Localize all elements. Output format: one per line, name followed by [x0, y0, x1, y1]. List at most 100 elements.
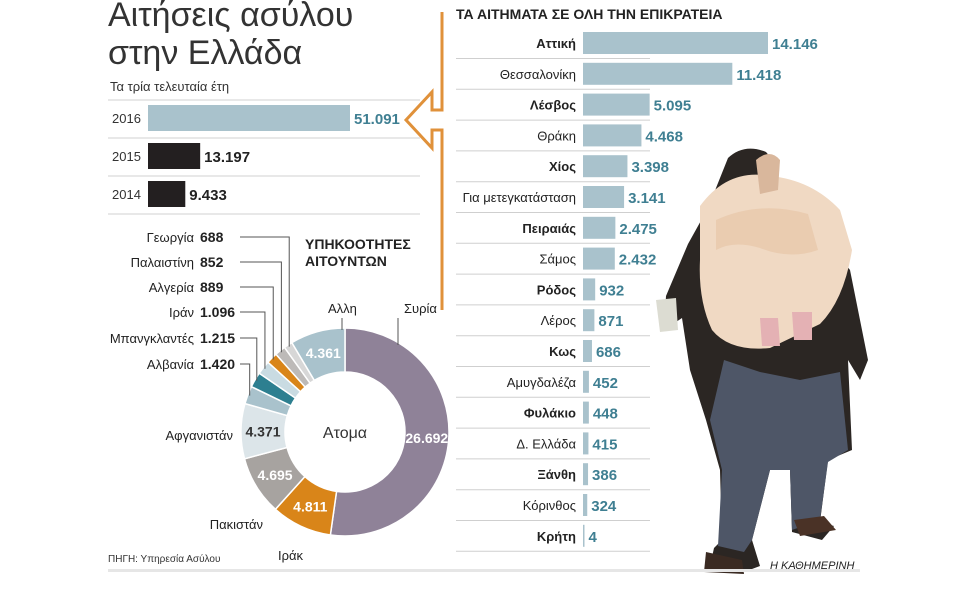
region-chart-title: ΤΑ ΑΙΤΗΜΑΤΑ ΣΕ ΟΛΗ ΤΗΝ ΕΠΙΚΡΑΤΕΙΑ: [456, 6, 723, 22]
small-slice-value: 852: [200, 254, 224, 270]
slice-name-label: Αλλη: [328, 301, 357, 316]
region-bar: [583, 401, 589, 424]
slice-name-label: Συρία: [404, 301, 437, 316]
nationality-chart-title: ΥΠΗΚΟΟΤΗΤΕΣ ΑΙΤΟΥΝΤΩΝ: [305, 236, 411, 270]
subtitle: Τα τρία τελευταία έτη: [110, 79, 230, 94]
region-value-label: 14.146: [772, 36, 818, 53]
year-label: 2014: [112, 187, 141, 202]
region-bar: [583, 247, 615, 270]
region-label: Λέσβος: [530, 98, 576, 113]
title-line-1: Αιτήσεις ασύλου: [108, 0, 354, 34]
small-slice-value: 1.215: [200, 330, 235, 346]
region-label: Για μετεγκατάσταση: [463, 190, 576, 205]
donut-slice: [329, 327, 450, 537]
small-slice-name: Γεωργία: [147, 230, 195, 245]
year-value-label: 13.197: [204, 149, 250, 166]
region-label: Χίος: [549, 159, 576, 174]
region-value-label: 2.432: [619, 252, 657, 269]
region-label: Σάμος: [539, 252, 576, 267]
year-bar: [148, 105, 350, 131]
small-slice-name: Αλβανία: [147, 357, 195, 372]
region-bar: [583, 62, 733, 85]
region-label: Θράκη: [537, 128, 576, 143]
small-slice-value: 1.420: [200, 356, 235, 372]
region-label: Ξάνθη: [537, 467, 576, 482]
region-bar: [583, 155, 628, 178]
nationality-title-line-2: ΑΙΤΟΥΝΤΩΝ: [305, 253, 387, 269]
small-slice-value: 889: [200, 279, 224, 295]
year-bar: [148, 181, 186, 207]
region-label: Ρόδος: [537, 282, 576, 297]
region-value-label: 448: [593, 406, 618, 423]
region-label: Δ. Ελλάδα: [516, 436, 576, 451]
slice-name-label: Αφγανιστάν: [166, 428, 234, 443]
region-bar: [583, 494, 588, 516]
region-value-label: 871: [598, 313, 623, 330]
region-value-label: 932: [599, 282, 624, 299]
leader-line: [240, 261, 282, 353]
leader-line: [240, 311, 266, 369]
region-label: Κως: [549, 344, 576, 359]
nationality-title-line-1: ΥΠΗΚΟΟΤΗΤΕΣ: [305, 236, 411, 252]
region-value-label: 5.095: [654, 98, 692, 115]
region-value-label: 4.468: [645, 128, 683, 145]
region-bar: [583, 432, 589, 455]
photo-person-carrying-child: [656, 148, 868, 574]
region-value-label: 11.418: [736, 67, 781, 84]
region-bar: [583, 524, 585, 547]
year-value-label: 9.433: [189, 187, 227, 204]
yearly-applications-chart: 2016 51.091 2015 13.197 2014 9.433: [108, 99, 420, 215]
region-label: Λέρος: [541, 313, 576, 328]
region-bar: [583, 124, 642, 147]
connector-arrow: [403, 12, 444, 310]
region-value-label: 386: [592, 467, 617, 484]
region-label: Κρήτη: [537, 529, 576, 544]
donut-center-label: Ατομα: [323, 425, 367, 442]
region-bar: [583, 340, 592, 362]
page-title: Αιτήσεις ασύλου στην Ελλάδα: [108, 0, 353, 72]
region-value-label: 3.141: [628, 190, 666, 207]
slice-name-label: Πακιστάν: [210, 517, 263, 532]
slice-value-label: 4.361: [306, 345, 341, 361]
year-label: 2016: [112, 111, 141, 126]
region-label: Αττική: [536, 36, 576, 51]
year-value-label: 51.091: [354, 111, 400, 128]
region-value-label: 686: [596, 344, 621, 361]
region-value-label: 324: [591, 498, 617, 515]
region-value-label: 3.398: [631, 159, 669, 176]
title-line-2: στην Ελλάδα: [108, 34, 303, 72]
slice-value-label: 4.371: [245, 423, 280, 439]
region-value-label: 415: [592, 436, 617, 453]
slice-name-label: Ιράκ: [278, 548, 304, 563]
leader-line: [240, 286, 274, 360]
year-label: 2015: [112, 149, 141, 164]
region-bar: [583, 370, 589, 393]
region-label: Φυλάκιο: [524, 406, 576, 421]
region-bar: [583, 309, 595, 332]
leader-line: [240, 337, 258, 381]
donut-leader-lines: [240, 236, 399, 396]
source-note: ΠΗΓΗ: Υπηρεσία Ασύλου: [108, 554, 221, 565]
region-bar: [583, 186, 625, 208]
small-slice-value: 688: [200, 229, 224, 245]
publisher-credit: Η ΚΑΘΗΜΕΡΙΝΗ: [770, 560, 855, 572]
small-slice-name: Αλγερία: [149, 280, 195, 295]
region-value-label: 452: [593, 375, 618, 392]
slice-value-label: 26.692: [405, 430, 448, 446]
small-slice-value: 1.096: [200, 304, 235, 320]
region-bar: [583, 278, 596, 301]
leader-line: [240, 363, 251, 396]
region-label: Θεσσαλονίκη: [500, 67, 576, 82]
region-value-label: 2.475: [619, 221, 657, 238]
small-slice-name: Ιράν: [169, 305, 194, 320]
region-bar: [583, 93, 650, 116]
region-bar: [583, 463, 589, 486]
slice-value-label: 4.695: [258, 467, 293, 483]
year-bar: [148, 143, 201, 169]
region-label: Αμυγδαλέζα: [507, 375, 577, 390]
small-slice-name: Μπανγκλαντές: [110, 331, 194, 346]
region-label: Πειραιάς: [522, 221, 576, 236]
bottom-rule: [108, 569, 860, 572]
